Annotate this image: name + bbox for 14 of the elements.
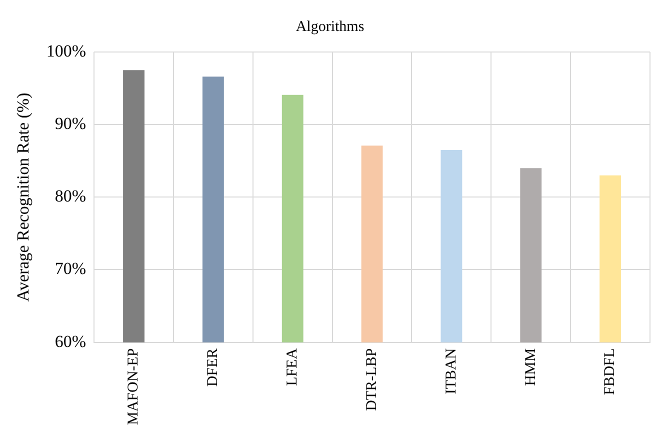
x-tick-label: DFER	[205, 348, 222, 387]
x-tick-label: HMM	[522, 348, 539, 386]
y-tick-label: 60%	[54, 332, 86, 351]
x-tick-label: FBDFL	[602, 348, 618, 396]
chart-title: Algorithms	[296, 18, 364, 35]
y-tick-label: 80%	[54, 186, 86, 206]
x-tick-label: ITBAN	[443, 348, 460, 394]
y-tick-label: 100%	[46, 41, 86, 60]
x-tick-label: DTR-LBP	[364, 348, 380, 411]
y-tick-label: 90%	[54, 114, 86, 134]
x-tick-label: LFEA	[284, 348, 301, 386]
x-tick-label: MAFON-EP	[126, 348, 142, 426]
y-axis-title: Average Recognition Rate (%)	[14, 92, 33, 302]
y-tick-label: 70%	[54, 259, 86, 278]
